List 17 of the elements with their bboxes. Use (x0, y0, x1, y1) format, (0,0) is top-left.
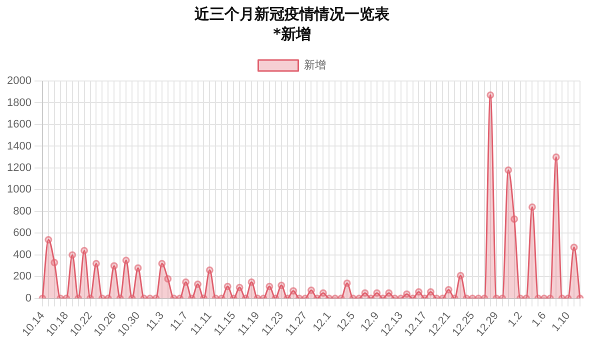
y-tick-label: 800 (13, 205, 32, 218)
y-tick-label: 1000 (6, 184, 32, 196)
y-tick-label: 1200 (6, 162, 32, 174)
y-tick-label: 400 (13, 248, 32, 261)
y-tick-label: 0 (25, 292, 32, 304)
x-tick-label: 1.6 (530, 310, 549, 330)
y-tick-label: 2000 (6, 75, 32, 88)
y-tick-label: 1800 (6, 96, 32, 109)
chart-subtitle: *新增 (273, 24, 311, 43)
y-tick-label: 1400 (6, 140, 32, 152)
y-tick-label: 1600 (6, 118, 32, 131)
x-tick-label: 1.2 (506, 310, 525, 330)
x-tick-label: 11.3 (144, 310, 167, 334)
legend-label: 新增 (304, 58, 326, 72)
chart-title: 近三个月新冠疫情情况一览表 (194, 4, 390, 23)
y-tick-label: 600 (13, 227, 32, 240)
y-tick-label: 200 (13, 270, 32, 283)
